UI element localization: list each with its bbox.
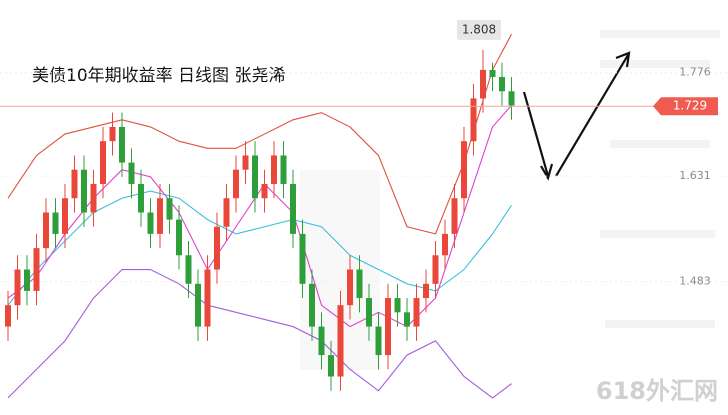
chart-title: 美债10年期收益率 日线图 张尧浠 bbox=[32, 66, 285, 86]
candle-body bbox=[33, 248, 40, 291]
candle-body bbox=[252, 155, 258, 199]
candle-body bbox=[242, 155, 249, 170]
candle-body bbox=[366, 298, 372, 327]
candle-body bbox=[223, 198, 230, 227]
background-decoration bbox=[300, 30, 720, 370]
candle-body bbox=[24, 269, 30, 291]
candle-body bbox=[413, 298, 420, 327]
candle-body bbox=[508, 91, 515, 106]
candle-body bbox=[470, 98, 477, 142]
candle-body bbox=[309, 283, 315, 327]
candle-body bbox=[185, 255, 192, 284]
candle-body bbox=[119, 126, 125, 163]
candle-body bbox=[43, 212, 49, 249]
candle-body bbox=[280, 155, 287, 184]
candle-body bbox=[157, 198, 163, 234]
candle-body bbox=[328, 355, 334, 377]
indicator-line bbox=[7, 33, 512, 235]
candle-body bbox=[394, 298, 401, 313]
candle-body bbox=[423, 283, 429, 299]
candle-body bbox=[356, 269, 363, 299]
candle-body bbox=[432, 255, 439, 284]
candle-body bbox=[271, 155, 277, 184]
candle-body bbox=[451, 198, 458, 234]
candle-body bbox=[81, 169, 87, 213]
candle-body bbox=[461, 141, 467, 199]
candle-body bbox=[261, 183, 268, 199]
candle-body bbox=[138, 183, 144, 213]
y-tick-label: 1.483 bbox=[679, 275, 711, 288]
candle-body bbox=[347, 269, 353, 306]
candle-body bbox=[480, 69, 486, 99]
last-price-label: 1.729 bbox=[673, 99, 707, 113]
candle-body bbox=[71, 169, 78, 199]
candle-body bbox=[499, 77, 505, 92]
candle-body bbox=[290, 183, 296, 234]
watermark: 618外汇网 bbox=[596, 377, 718, 405]
candle-body bbox=[100, 141, 106, 184]
candle-body bbox=[62, 198, 68, 234]
candle-body bbox=[442, 233, 448, 256]
candle-body bbox=[375, 326, 382, 356]
candle-body bbox=[489, 69, 496, 78]
high-badge bbox=[457, 19, 501, 40]
indicator-line bbox=[7, 268, 512, 399]
candle-body bbox=[176, 219, 182, 256]
candle-body bbox=[128, 162, 135, 184]
last-price-badge bbox=[653, 97, 718, 116]
candle-body bbox=[147, 212, 154, 234]
candle-body bbox=[214, 226, 220, 270]
high-label: 1.808 bbox=[462, 22, 496, 36]
candle-body bbox=[14, 269, 21, 306]
candle-body bbox=[52, 212, 59, 234]
candle-body bbox=[337, 305, 344, 377]
candle-body bbox=[204, 269, 211, 327]
candle-body bbox=[90, 183, 97, 213]
candle-body bbox=[195, 283, 201, 327]
candle-body bbox=[109, 126, 116, 142]
y-tick-label: 1.776 bbox=[679, 66, 711, 79]
candle-body bbox=[318, 326, 325, 356]
candle-body bbox=[299, 233, 306, 284]
candle-body bbox=[166, 198, 173, 220]
candle-body bbox=[233, 169, 239, 199]
candle-body bbox=[385, 298, 391, 356]
candle-body bbox=[404, 312, 410, 327]
y-tick-label: 1.631 bbox=[679, 169, 711, 182]
trend-arrows bbox=[522, 51, 631, 181]
candle-body bbox=[5, 305, 11, 327]
